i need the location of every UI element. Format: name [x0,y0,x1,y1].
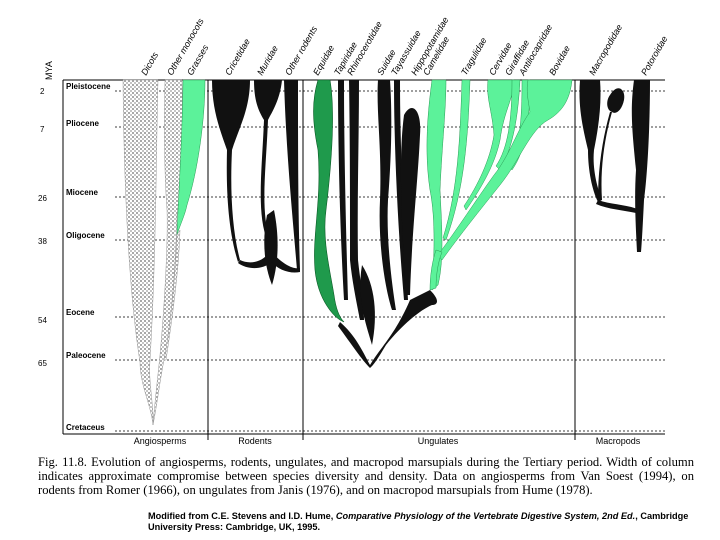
angiosperms-branches [122,79,206,426]
muridae-branch [254,80,282,242]
mya-tick: 7 [40,125,45,134]
taxon-labels: Dicots Other monocots Grasses Cricetidae… [139,15,669,78]
rodents-root [238,250,300,273]
group-label-ungulates: Ungulates [418,436,459,446]
taxon-label: Macropodidae [587,23,624,77]
monocots-branch [152,79,183,426]
rhinocerotidae-branch [349,80,364,320]
macropod-stem [598,112,612,200]
dicots-branch [122,79,159,426]
equidae-branch [313,79,345,323]
cricetidae-branch [212,80,250,262]
ruminant-stem [429,249,443,291]
credit-prefix: Modified from C.E. Stevens and I.D. Hume… [148,511,336,521]
epoch-label: Paleocene [66,351,106,360]
rodent-branch-mid [264,210,278,285]
epoch-label: Cretaceus [66,423,105,432]
mya-tick: 54 [38,316,47,325]
source-credit: Modified from C.E. Stevens and I.D. Hume… [148,511,716,533]
ungulates-branches [313,79,573,368]
credit-book-title: Comparative Physiology of the Vertebrate… [335,511,636,521]
macropods-root [596,200,640,214]
ungulates-root [338,290,437,368]
credit-suffix: , Cambridge University Press: Cambridge,… [148,511,689,532]
group-labels: Angiosperms Rodents Ungulates Macropods [134,436,641,446]
hippopotamidae-branch [400,107,421,295]
taxon-label: Cricetidae [223,37,252,77]
tapiridae-branch [338,80,348,300]
potoroidae-branch [631,80,650,252]
tragulidae-branch [442,79,471,241]
cervidae-branch [463,79,515,211]
group-label-angiosperms: Angiosperms [134,436,187,446]
taxon-label: Dicots [139,50,160,77]
grasses-branch [176,79,206,236]
mya-tick: 65 [38,359,47,368]
figure-caption: Fig. 11.8. Evolution of angiosperms, rod… [38,455,694,497]
macropodidae-branch [579,80,602,202]
taxon-label: Tragulidae [459,36,489,77]
epoch-labels: Pleistocene Pliocene Miocene Oligocene E… [66,82,111,432]
group-label-macropods: Macropods [596,436,641,446]
grasses-stem [163,229,181,361]
macropods-branches [579,80,650,252]
group-label-rodents: Rodents [238,436,272,446]
axis-title: MYA [44,61,54,80]
mid-black-stem [360,265,375,345]
taxon-label: Potoroidae [639,34,669,77]
taxon-label: Muridae [255,44,280,77]
epoch-label: Pleistocene [66,82,111,91]
evolution-diagram: MYA Pleistocene Pliocene Miocene Oligoce… [38,15,670,446]
suidae-branch [377,80,396,310]
bovidae-branch [437,79,573,261]
taxon-label: Bovidae [547,44,572,77]
mya-tick: 38 [38,237,47,246]
macropod-mid-branch [607,88,625,113]
epoch-label: Pliocene [66,119,99,128]
mya-ticks: 2 7 26 38 54 65 [38,87,47,368]
epoch-label: Miocene [66,188,99,197]
other-rodents-branch [284,80,300,270]
mya-tick: 26 [38,194,47,203]
epoch-label: Oligocene [66,231,105,240]
group-separators [207,80,576,440]
mya-tick: 2 [40,87,45,96]
epoch-label: Eocene [66,308,95,317]
rodents-branches [212,80,300,285]
